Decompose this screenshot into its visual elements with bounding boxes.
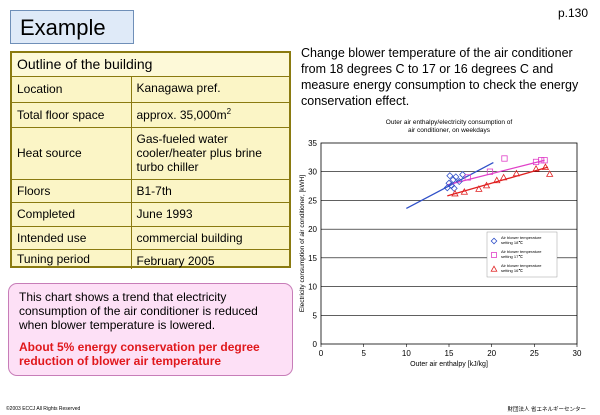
row-key: Location <box>12 77 132 103</box>
table-row: Floors B1-7th <box>12 179 289 203</box>
row-value: approx. 35,000m <box>136 107 227 122</box>
legend-entry-line1: Air blower temperature <box>501 249 542 254</box>
row-value: June 1993 <box>131 202 289 227</box>
y-tick-label: 30 <box>308 168 317 177</box>
x-tick-label: 10 <box>402 349 411 358</box>
data-point <box>449 176 457 184</box>
trend-line <box>447 159 545 186</box>
row-value: Gas-fueled water cooler/heater plus brin… <box>131 127 289 180</box>
row-value: commercial building <box>131 226 289 250</box>
table-row: Intended use commercial building <box>12 226 289 250</box>
legend-entry-line2: setting 18℃ <box>501 240 523 245</box>
legend-box <box>486 231 558 278</box>
table-row: Tuning period February 2005 <box>12 249 289 269</box>
row-value-superscript: 2 <box>226 106 232 116</box>
experiment-description: Change blower temperature of the air con… <box>301 46 579 108</box>
x-tick-label: 20 <box>487 349 496 358</box>
row-key: Heat source <box>12 127 132 180</box>
data-point <box>493 176 501 184</box>
y-axis-label: Electricity consumption of air condition… <box>299 175 306 312</box>
organization-name: 財団法人 省エネルギーセンター <box>507 407 586 413</box>
x-tick-label: 15 <box>445 349 454 358</box>
trend-line <box>447 166 549 197</box>
row-value: February 2005 <box>136 253 215 268</box>
data-point <box>459 171 467 179</box>
data-point <box>499 173 508 181</box>
data-point <box>464 174 471 181</box>
data-point <box>482 181 491 189</box>
row-key: Tuning period <box>12 249 132 269</box>
x-axis-label: Outer air enthalpy [kJ/kg] <box>410 361 488 368</box>
data-point <box>532 165 540 172</box>
y-tick-label: 25 <box>308 196 317 205</box>
data-point <box>452 173 460 181</box>
legend-marker <box>490 237 498 245</box>
row-value: B1-7th <box>131 179 289 203</box>
chart-title-line: air conditioner, on weekdays <box>408 127 491 134</box>
table-row: Completed June 1993 <box>12 202 289 227</box>
trend-highlight: About 5% energy conservation per degree … <box>19 340 260 368</box>
data-point <box>538 157 545 164</box>
y-tick-label: 20 <box>308 225 317 234</box>
legend-marker <box>490 265 498 272</box>
data-point <box>546 170 554 177</box>
data-point <box>541 157 548 164</box>
data-point <box>455 177 463 186</box>
outline-rows: Location Kanagawa pref. Total floor spac… <box>12 77 289 269</box>
data-point <box>541 163 550 170</box>
row-key: Completed <box>12 202 132 227</box>
x-tick-label: 0 <box>319 349 324 358</box>
trend-callout: This chart shows a trend that electricit… <box>8 283 293 376</box>
legend-entry-line1: Air blower temperature <box>501 263 542 268</box>
row-key: Floors <box>12 179 132 203</box>
trend-text: This chart shows a trend that electricit… <box>19 290 258 332</box>
y-tick-label: 15 <box>308 254 317 263</box>
page-title: Example <box>20 15 106 40</box>
outline-heading: Outline of the building <box>12 53 289 77</box>
legend-entry-line1: Air blower temperature <box>501 235 542 240</box>
row-value: Kanagawa pref. <box>131 77 289 103</box>
data-point <box>501 155 508 162</box>
copyright: ©2003 ECCJ All Rights Reserved <box>6 406 81 412</box>
data-point <box>451 189 459 197</box>
legend-marker <box>491 252 497 258</box>
legend-entry-line2: setting 16℃ <box>501 268 523 273</box>
x-tick-label: 5 <box>361 349 366 358</box>
y-tick-label: 10 <box>308 283 317 292</box>
data-point <box>446 172 454 180</box>
page-number: p.130 <box>557 6 588 20</box>
row-value-cell: approx. 35,000m2 <box>131 102 289 128</box>
data-point <box>512 169 521 177</box>
legend-entry-line2: setting 17℃ <box>501 254 523 259</box>
data-point <box>460 187 469 195</box>
chart-title-line: Outer air enthalpy/electricity consumpti… <box>386 119 513 126</box>
data-point <box>486 168 494 175</box>
y-tick-label: 0 <box>313 340 318 349</box>
row-key: Total floor space <box>12 102 132 128</box>
y-tick-label: 5 <box>313 311 318 320</box>
y-tick-label: 35 <box>308 139 317 148</box>
table-row: Heat source Gas-fueled water cooler/heat… <box>12 127 289 180</box>
x-tick-label: 30 <box>573 349 582 358</box>
table-row: Total floor space approx. 35,000m2 <box>12 102 289 128</box>
page-title-box: Example <box>10 10 134 44</box>
row-key: Intended use <box>12 226 132 250</box>
building-outline-table: Outline of the building Location Kanagaw… <box>10 51 291 269</box>
data-point <box>475 185 483 192</box>
x-tick-label: 25 <box>530 349 539 358</box>
table-row: Location Kanagawa pref. <box>12 77 289 103</box>
